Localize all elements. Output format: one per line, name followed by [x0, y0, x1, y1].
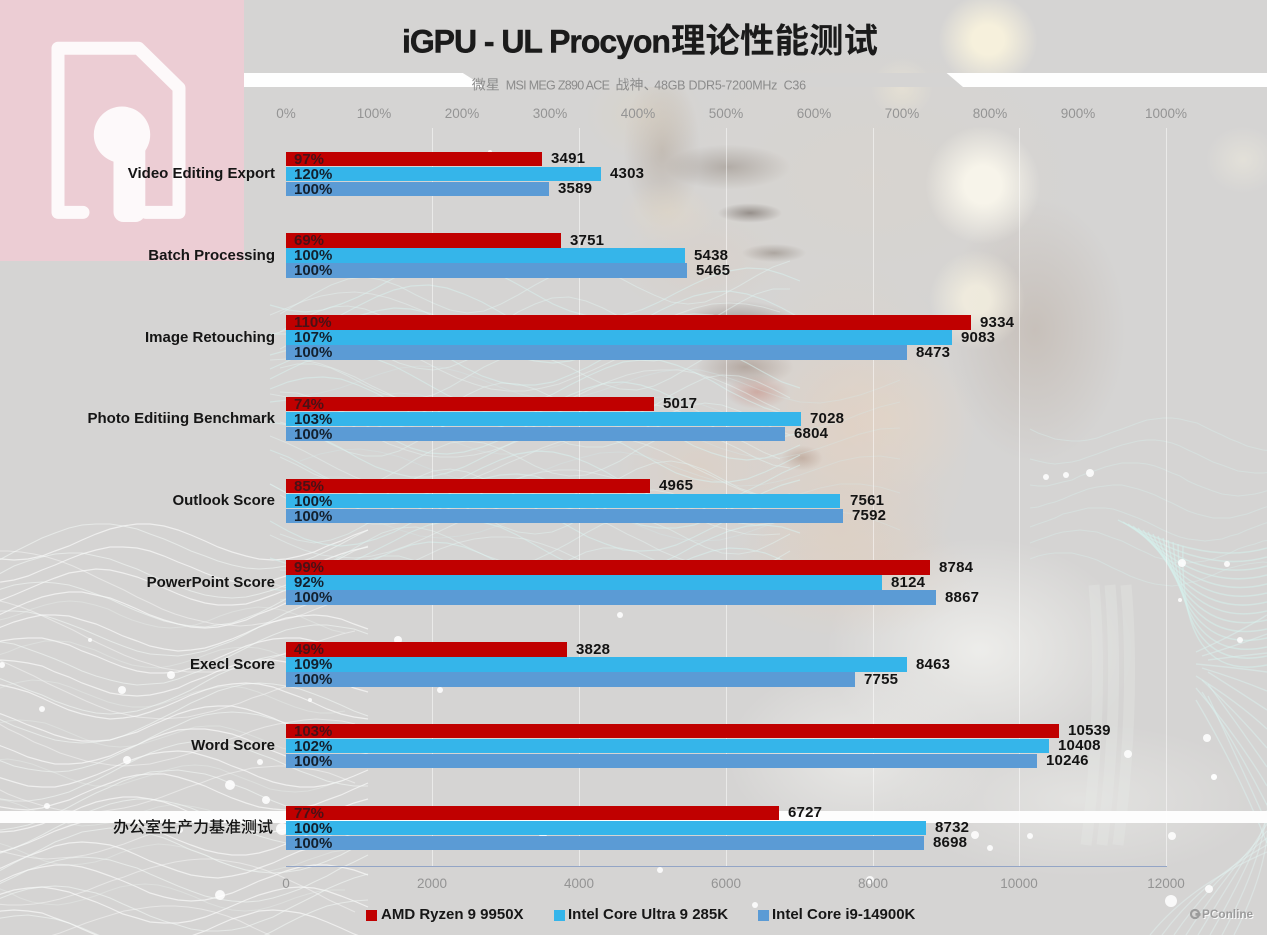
svg-text:iGPU - UL Procyon: iGPU - UL Procyon — [402, 24, 670, 60]
svg-text:MSI MEG Z890 ACE: MSI MEG Z890 ACE — [506, 79, 610, 93]
svg-text:48GB DDR5-7200MHz C36: 48GB DDR5-7200MHz C36 — [654, 79, 806, 93]
